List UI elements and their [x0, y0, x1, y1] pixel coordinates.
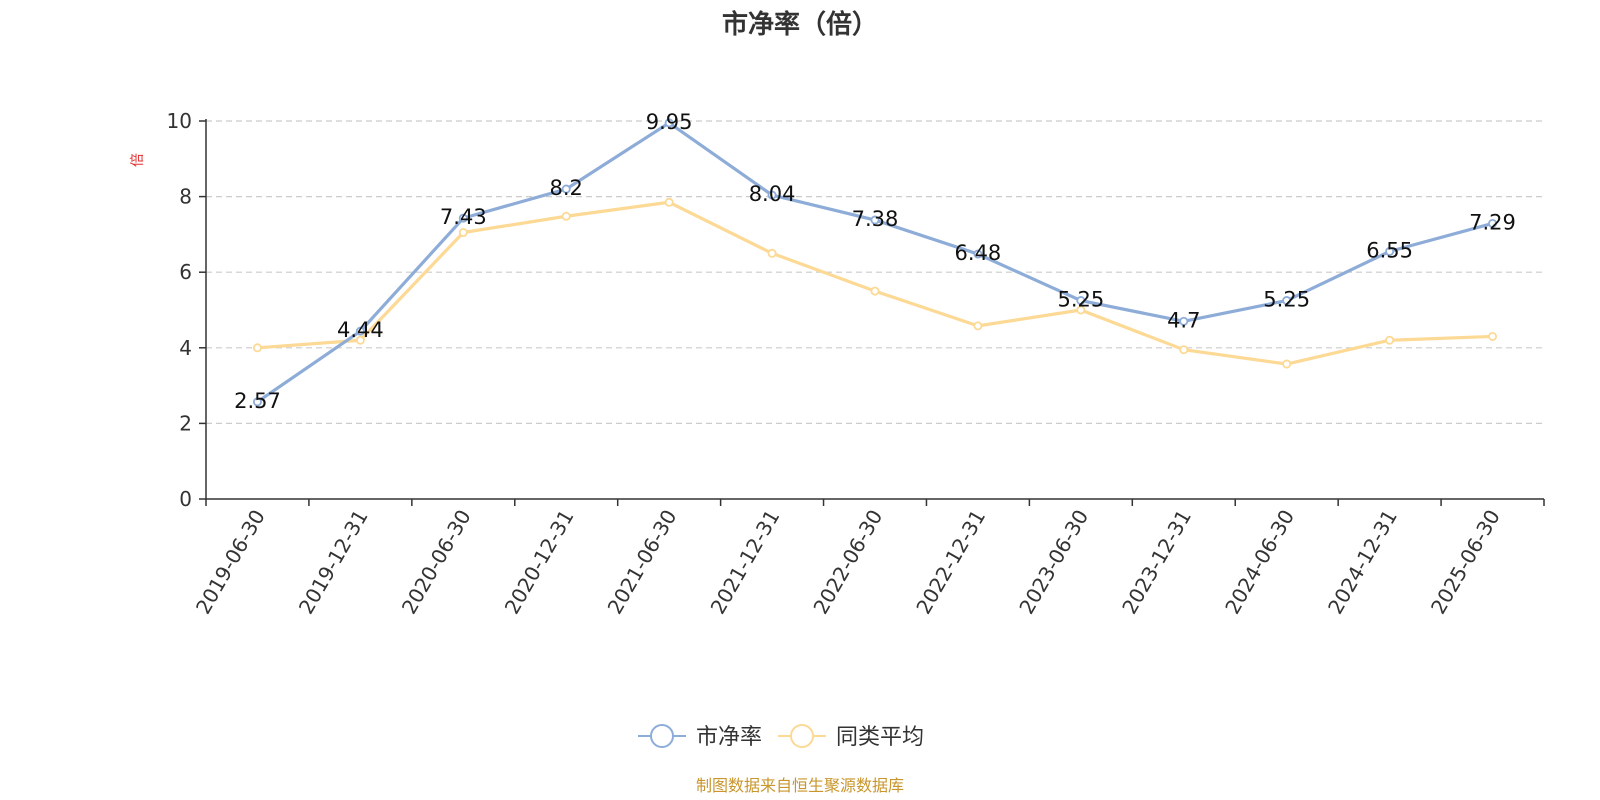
axes: 0 2 4 6 8 10 2019-06-30 2019-12-31 2020-06-30 202…: [167, 109, 1545, 619]
y-tick-label: 4: [179, 336, 192, 360]
legend[interactable]: 市净率 同类平均: [638, 724, 924, 750]
data-label: 4.44: [337, 318, 384, 342]
data-source-footer: 制图数据来自恒生聚源数据库: [696, 776, 904, 795]
data-point[interactable]: [355, 326, 365, 336]
y-tick-label: 10: [167, 109, 192, 133]
x-tick-label: 2020-06-30: [397, 506, 476, 619]
y-tick-label: 8: [179, 185, 192, 209]
legend-item-peer-average[interactable]: 同类平均: [778, 724, 924, 750]
x-tick-label: 2020-12-31: [500, 506, 579, 619]
data-label: 5.25: [1263, 288, 1310, 312]
x-tick-label: 2024-06-30: [1220, 506, 1299, 619]
data-point[interactable]: [1282, 359, 1292, 369]
x-tick-label: 2019-12-31: [294, 506, 373, 619]
chart-title: 市净率（倍）: [722, 9, 878, 40]
data-label: 5.25: [1057, 288, 1104, 312]
data-point[interactable]: [1488, 218, 1498, 228]
data-point[interactable]: [1385, 246, 1395, 256]
legend-label: 市净率: [696, 725, 762, 750]
series-peer-average: [252, 197, 1498, 369]
x-tick-label: 2022-12-31: [911, 506, 990, 619]
y-tick-label: 2: [179, 411, 192, 435]
data-point[interactable]: [1488, 331, 1498, 341]
y-tick-label: 0: [179, 487, 192, 511]
legend-circle-marker: [650, 724, 674, 748]
data-label: 7.43: [440, 205, 487, 229]
data-point[interactable]: [870, 215, 880, 225]
y-axis-label: 倍: [130, 153, 146, 167]
series-pb-ratio: [252, 118, 1498, 407]
data-label: 2.57: [234, 389, 281, 413]
x-tick-label: 2023-12-31: [1117, 506, 1196, 619]
data-point[interactable]: [664, 118, 674, 128]
data-label: 8.04: [749, 182, 796, 206]
x-tick-label: 2025-06-30: [1426, 506, 1505, 619]
data-point[interactable]: [973, 321, 983, 331]
data-label: 7.38: [852, 207, 899, 231]
data-point[interactable]: [355, 335, 365, 345]
data-point[interactable]: [561, 184, 571, 194]
data-point[interactable]: [561, 211, 571, 221]
data-point[interactable]: [1385, 335, 1395, 345]
grid-lines: [206, 120, 1544, 424]
data-point[interactable]: [458, 213, 468, 223]
x-tick-label: 2024-12-31: [1323, 506, 1402, 619]
data-point[interactable]: [458, 228, 468, 238]
data-point[interactable]: [252, 343, 262, 353]
data-label: 7.29: [1469, 210, 1516, 234]
data-point[interactable]: [767, 190, 777, 200]
y-tick-label: 6: [179, 260, 192, 284]
data-label: 8.2: [550, 176, 583, 200]
data-point[interactable]: [664, 197, 674, 207]
x-tick-label: 2023-06-30: [1014, 506, 1093, 619]
data-label: 6.48: [955, 241, 1002, 265]
x-tick-label: 2019-06-30: [191, 506, 270, 619]
data-point[interactable]: [1179, 345, 1189, 355]
legend-label: 同类平均: [836, 725, 924, 750]
series-lines: [252, 118, 1498, 407]
data-point[interactable]: [1076, 305, 1086, 315]
data-label: 6.55: [1366, 238, 1413, 262]
data-label: 9.95: [646, 110, 693, 134]
data-point[interactable]: [1282, 296, 1292, 306]
x-tick-label: 2021-06-30: [603, 506, 682, 619]
x-tick-label: 2021-12-31: [706, 506, 785, 619]
data-point[interactable]: [870, 286, 880, 296]
data-point[interactable]: [252, 397, 262, 407]
legend-circle-marker: [790, 724, 814, 748]
x-tick-label: 2022-06-30: [808, 506, 887, 619]
data-point[interactable]: [767, 248, 777, 258]
data-point[interactable]: [973, 249, 983, 259]
legend-item-pb-ratio[interactable]: 市净率: [638, 724, 762, 750]
data-point[interactable]: [1179, 316, 1189, 326]
data-label: 4.7: [1167, 308, 1200, 332]
data-point[interactable]: [1076, 296, 1086, 306]
data-labels: 2.57 4.44 7.43 8.2 9.95 8.04 7.38 6.48 5.25 4.7 5.…: [234, 110, 1516, 413]
